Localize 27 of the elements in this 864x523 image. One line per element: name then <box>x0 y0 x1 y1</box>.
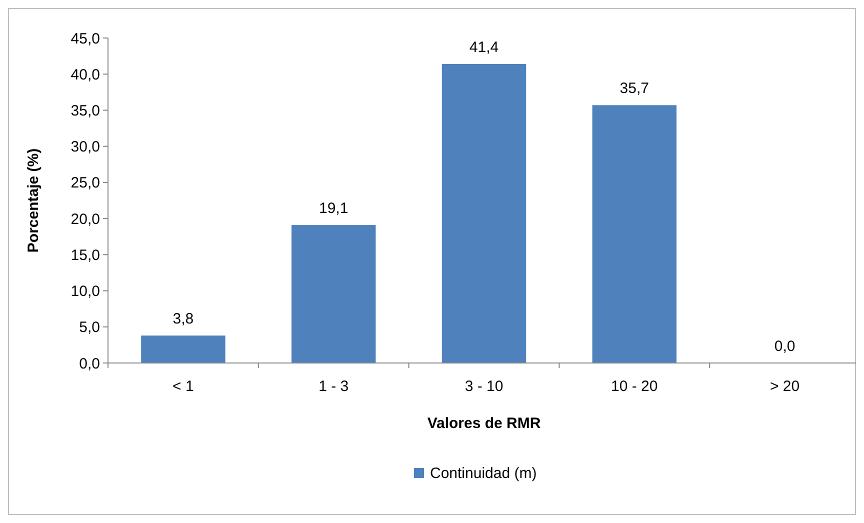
x-tick-label: < 1 <box>172 378 194 395</box>
data-label: 0,0 <box>774 338 796 355</box>
bar <box>141 336 226 363</box>
bar <box>291 225 376 363</box>
bar <box>592 105 677 363</box>
data-label: 41,4 <box>469 39 499 56</box>
y-tick-label: 40,0 <box>70 66 100 84</box>
y-tick-label: 45,0 <box>70 30 100 48</box>
x-tick-label: 10 - 20 <box>611 378 658 395</box>
y-tick-label: 15,0 <box>70 246 100 264</box>
y-tick-label: 5,0 <box>79 319 100 336</box>
x-axis-title: Valores de RMR <box>427 415 541 432</box>
y-tick-label: 20,0 <box>70 210 100 228</box>
legend-label: Continuidad (m) <box>430 465 537 482</box>
y-tick-label: 25,0 <box>70 174 100 192</box>
x-tick-label: > 20 <box>770 378 800 395</box>
data-label: 3,8 <box>172 310 194 328</box>
bar <box>442 64 526 363</box>
x-tick-label: 1 - 3 <box>318 378 349 395</box>
y-tick-label: 35,0 <box>70 102 100 120</box>
data-label: 35,7 <box>620 80 649 98</box>
y-tick-label: 10,0 <box>70 283 100 300</box>
y-axis-title: Porcentaje (%) <box>25 148 42 253</box>
y-tick-label: 0,0 <box>79 355 100 372</box>
y-tick-label: 30,0 <box>70 138 100 156</box>
x-tick-label: 3 - 10 <box>464 378 504 395</box>
data-label: 19,1 <box>319 200 348 218</box>
